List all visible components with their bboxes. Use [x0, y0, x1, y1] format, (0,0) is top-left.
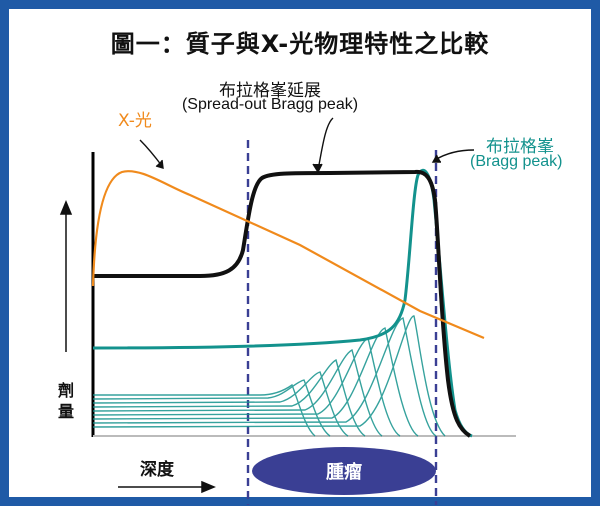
sobp-label: 布拉格峯延展 — [219, 81, 321, 101]
bragg-peak-stack — [92, 315, 446, 437]
depth-arrow — [118, 480, 216, 494]
tumor-label: 腫瘤 — [326, 462, 362, 483]
dose-axis-label: 劑量 — [58, 381, 75, 421]
bragg-pointer-arrow — [431, 149, 475, 163]
sobp-curve — [93, 169, 472, 438]
tumor-ellipse: 腫瘤 — [252, 447, 436, 495]
xray-curve — [91, 170, 485, 340]
xray-label: X-光 — [118, 111, 152, 131]
bragg-peak-curve — [92, 168, 473, 438]
bragg-peak-english-label: (Bragg peak) — [470, 153, 563, 170]
xray-pointer-arrow — [139, 139, 164, 169]
sobp-pointer-arrow — [312, 117, 334, 174]
figure-title: 圖一：質子與X-光物理特性之比較 — [110, 30, 490, 58]
bragg-peak-label: 布拉格峯 — [486, 137, 554, 157]
depth-axis-label: 深度 — [140, 460, 174, 480]
dose-arrow — [59, 200, 73, 352]
sobp-english-label: (Spread-out Bragg peak) — [181, 96, 359, 113]
